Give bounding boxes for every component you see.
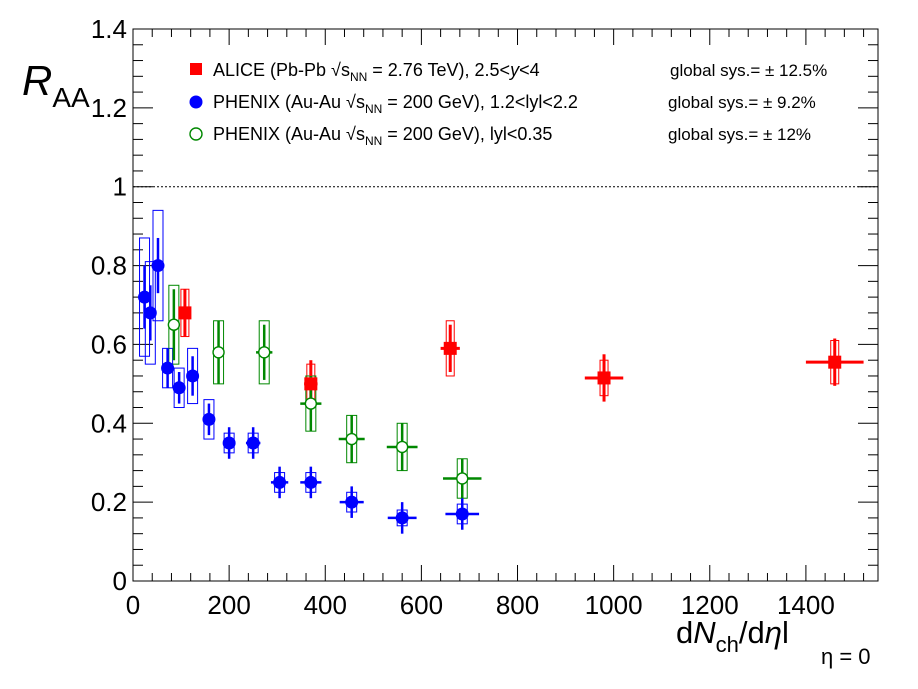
data-point-phenix-forward [455,507,469,521]
plot-frame [132,28,879,582]
x-tick-label: 600 [400,590,443,620]
y-tick-label: 0.4 [91,408,127,438]
legend-sys-alice: global sys.= ± 12.5% [670,61,827,80]
sqrt-sign: √ [346,124,356,144]
y-axis-label: RAA [22,57,90,113]
data-point-phenix-forward [222,436,236,450]
x-tick-label: 1200 [681,590,739,620]
x-axis-label: dNch/dηl [676,615,789,657]
legend-sys-phenix-mid: global sys.= ± 12% [668,125,811,144]
x-tick-label: 0 [126,590,140,620]
y-axis-label-main: R [22,57,52,104]
data-point-alice [443,341,457,355]
data-point-phenix-forward [395,511,409,525]
y-tick-label: 0.2 [91,487,127,517]
legend-label-phenix-mid: PHENIX (Au-Au √sNN = 200 GeV), lyl<0.35 [213,124,552,148]
x-tick-label: 200 [207,590,250,620]
legend-label-alice: ALICE (Pb-Pb √sNN = 2.76 TeV), 2.5<y<4 [213,60,540,84]
data-point-phenix-forward [202,412,216,426]
data-point-phenix-forward [304,475,318,489]
data-point-phenix-forward [138,290,152,304]
y-tick-label: 0.8 [91,251,127,281]
data-point-alice [597,371,611,385]
legend-marker-phenix-mid [189,127,203,141]
data-point-phenix-mid [167,318,181,331]
x-tick-label: 800 [496,590,539,620]
x-tick-label: 1000 [585,590,643,620]
legend-marker-alice [190,63,202,75]
y-tick-label: 1.4 [91,14,127,44]
x-tick-label: 1400 [777,590,835,620]
y-tick-label: 0 [113,566,127,596]
data-point-phenix-mid [258,346,271,359]
data-point-alice [828,355,842,369]
data-point-phenix-mid [212,346,225,359]
data-point-phenix-forward [246,436,260,450]
legend: ALICE (Pb-Pb √sNN = 2.76 TeV), 2.5<y<4 g… [189,60,827,148]
data-point-alice [178,306,192,320]
data-point-phenix-forward [143,306,157,320]
x-tick-label: 400 [304,590,347,620]
data-point-phenix-forward [151,259,165,273]
x-axis-label-subscript: η = 0 [821,644,871,669]
legend-marker-phenix-forward [189,95,203,109]
legend-sys-phenix-forward: global sys.= ± 9.2% [668,93,816,112]
data-point-phenix-forward [161,361,175,375]
y-axis-label-sub: AA [52,82,90,113]
y-tick-label: 1.2 [91,93,127,123]
sqrt-sign: √ [331,60,341,80]
data-point-phenix-forward [172,381,186,395]
legend-label-phenix-forward: PHENIX (Au-Au √sNN = 200 GeV), 1.2<lyl<2… [213,92,578,116]
data-point-phenix-mid [304,397,318,410]
y-tick-label: 1 [113,172,127,202]
data-point-phenix-mid [456,472,469,485]
data-point-alice [304,377,318,391]
sqrt-sign: √ [346,92,356,112]
data-point-phenix-mid [395,440,409,454]
data-point-phenix-forward [345,495,359,509]
data-point-phenix-forward [186,369,200,383]
y-tick-label: 0.6 [91,329,127,359]
data-point-phenix-mid [345,432,358,446]
data-point-phenix-forward [273,475,287,489]
